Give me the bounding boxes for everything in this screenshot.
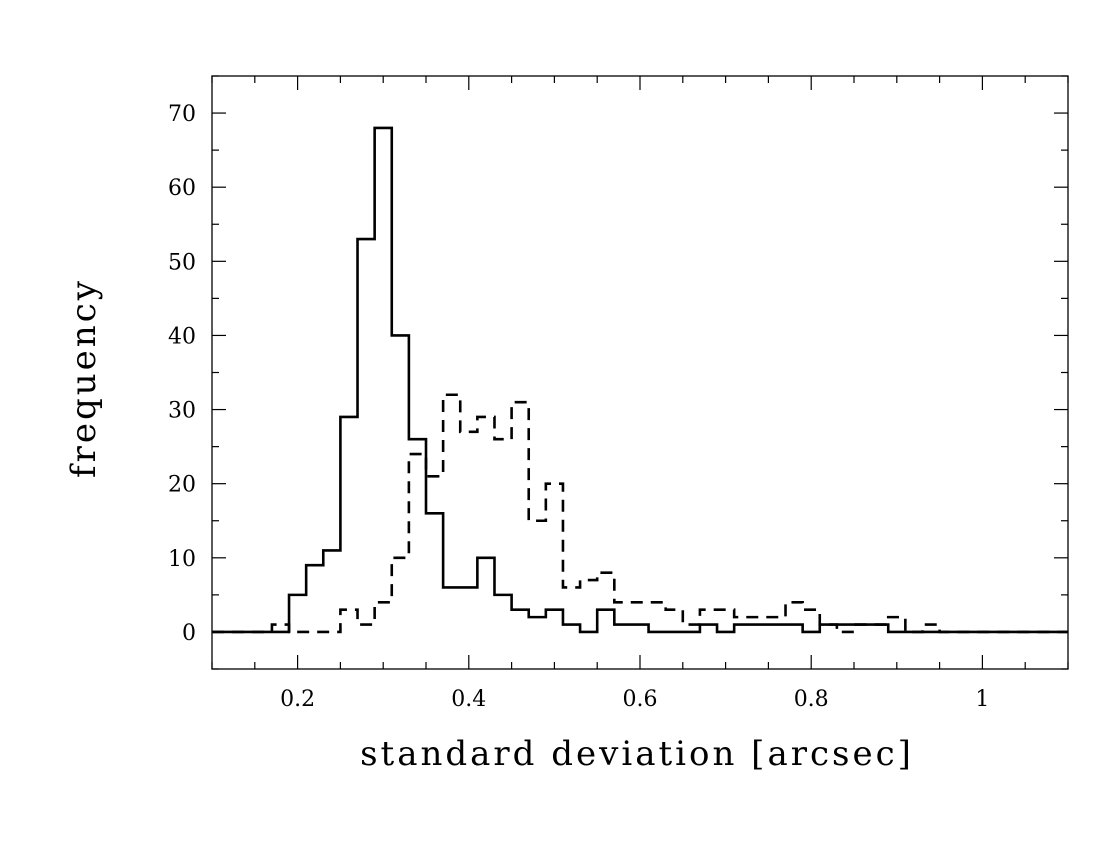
- y-tick-label: 0: [182, 621, 196, 646]
- y-tick-label: 30: [168, 399, 196, 424]
- solid-series-line: [212, 126, 1068, 634]
- x-axis-title: standard deviation [arcsec]: [360, 734, 914, 774]
- y-tick-label: 40: [168, 324, 196, 349]
- y-tick-label: 10: [168, 547, 196, 572]
- y-axis-title: frequency: [64, 278, 104, 478]
- x-tick-label: 1: [975, 687, 989, 712]
- y-tick-label: 20: [168, 473, 196, 498]
- dashed-series-line: [212, 393, 1068, 634]
- x-tick-label: 0.4: [451, 687, 486, 712]
- series-layer: [212, 126, 1068, 634]
- y-tick-label: 70: [168, 102, 196, 127]
- x-tick-label: 0.2: [280, 687, 315, 712]
- y-tick-label: 50: [168, 250, 196, 275]
- x-tick-label: 0.6: [623, 687, 658, 712]
- x-tick-label: 0.8: [794, 687, 829, 712]
- y-axis-ticks: 0 10 20 30 40 50 60 70: [168, 75, 1068, 670]
- y-tick-label: 60: [168, 176, 196, 201]
- x-axis-ticks: 0.2 0.4 0.6 0.8 1: [211, 76, 1069, 712]
- plot-frame: [211, 75, 1069, 670]
